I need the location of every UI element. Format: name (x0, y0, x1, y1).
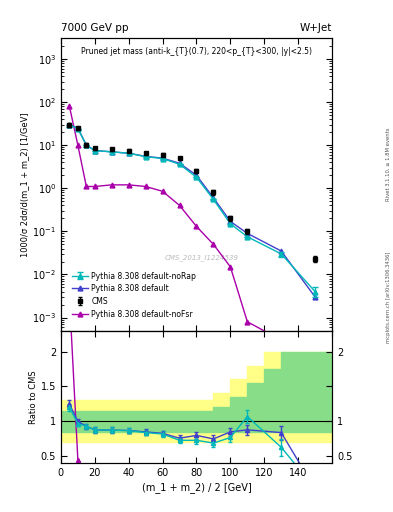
Text: mcplots.cern.ch [arXiv:1306.3436]: mcplots.cern.ch [arXiv:1306.3436] (386, 251, 391, 343)
Text: 7000 GeV pp: 7000 GeV pp (61, 23, 129, 33)
Pythia 8.308 default (177, 160, 182, 166)
Y-axis label: Ratio to CMS: Ratio to CMS (29, 370, 38, 424)
Pythia 8.308 default (84, 142, 89, 148)
Text: Rivet 3.1.10, ≥ 1.8M events: Rivet 3.1.10, ≥ 1.8M events (386, 127, 391, 201)
X-axis label: (m_1 + m_2) / 2 [GeV]: (m_1 + m_2) / 2 [GeV] (141, 482, 252, 493)
Pythia 8.308 default (143, 153, 148, 159)
Pythia 8.308 default (313, 294, 318, 300)
Pythia 8.308 default (92, 147, 97, 154)
Pythia 8.308 default (67, 121, 72, 127)
Pythia 8.308 default (126, 150, 131, 156)
Pythia 8.308 default (211, 195, 216, 201)
Text: CMS_2013_I1224539: CMS_2013_I1224539 (165, 254, 239, 261)
Pythia 8.308 default (194, 172, 199, 178)
Pythia 8.308 default (279, 248, 284, 254)
Text: Pruned jet mass (anti-k_{T}(0.7), 220<p_{T}<300, |y|<2.5): Pruned jet mass (anti-k_{T}(0.7), 220<p_… (81, 47, 312, 56)
Y-axis label: 1000/σ 2dσ/d(m_1 + m_2) [1/GeV]: 1000/σ 2dσ/d(m_1 + m_2) [1/GeV] (20, 112, 29, 257)
Text: W+Jet: W+Jet (300, 23, 332, 33)
Pythia 8.308 default (160, 155, 165, 161)
Pythia 8.308 default (228, 219, 233, 225)
Pythia 8.308 default (109, 149, 114, 155)
Pythia 8.308 default (245, 230, 250, 237)
Legend: Pythia 8.308 default-noRap, Pythia 8.308 default, CMS, Pythia 8.308 default-noFs: Pythia 8.308 default-noRap, Pythia 8.308… (70, 269, 198, 322)
Line: Pythia 8.308 default: Pythia 8.308 default (67, 122, 318, 300)
Pythia 8.308 default (75, 125, 80, 131)
